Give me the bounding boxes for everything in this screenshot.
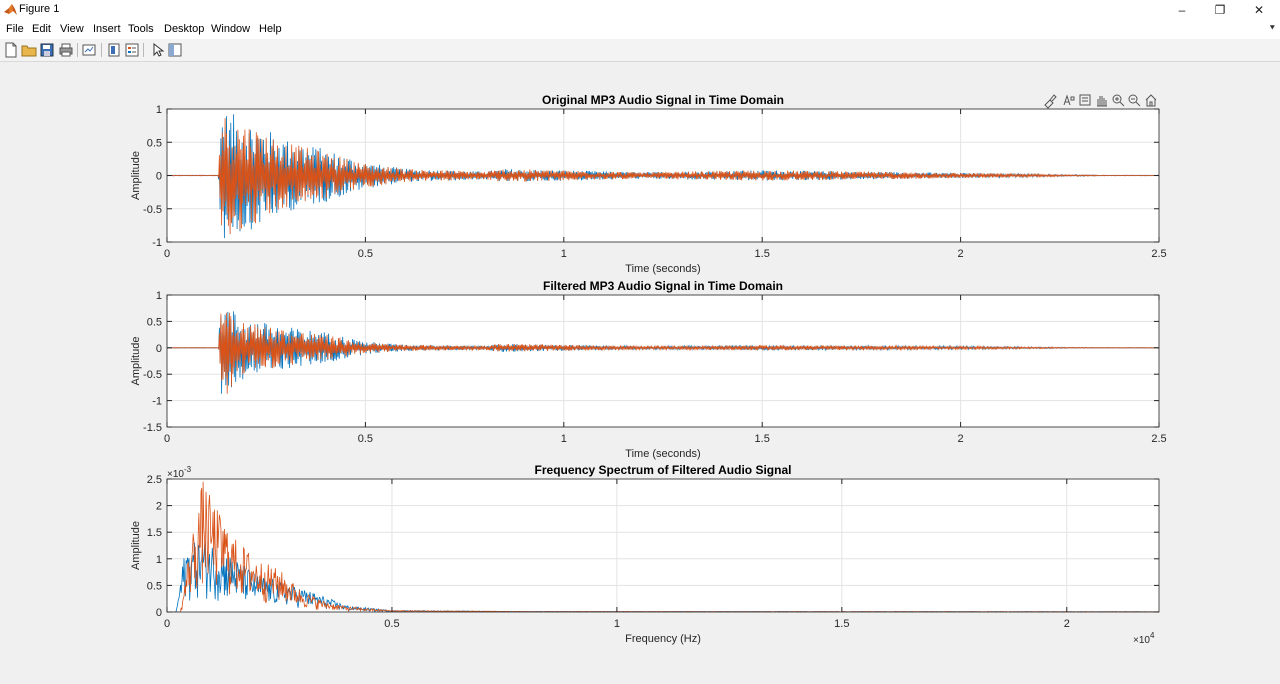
y-tick-label: -1: [152, 237, 162, 249]
x-tick-label: 2: [958, 433, 964, 445]
y-tick-label: 0.5: [147, 580, 162, 592]
x-tick-label: 0: [164, 248, 170, 260]
edit-plot-icon[interactable]: [149, 42, 165, 58]
new-figure-icon[interactable]: [3, 42, 19, 58]
property-inspector-icon[interactable]: [167, 42, 183, 58]
y-tick-label: 0.5: [147, 316, 162, 328]
chevron-down-icon[interactable]: ⯆: [1268, 23, 1276, 33]
y-tick-label: 0: [156, 607, 162, 619]
window-title: Figure 1: [19, 3, 60, 15]
y-axis-label: Amplitude: [130, 151, 142, 200]
chart-title: Filtered MP3 Audio Signal in Time Domain: [543, 279, 783, 293]
toolbar-separator: [77, 43, 78, 57]
figure-toolbar: [0, 39, 1280, 62]
toolbar-separator: [101, 43, 102, 57]
x-tick-label: 1.5: [755, 433, 770, 445]
y-exponent-power: -3: [184, 465, 192, 474]
zoom-in-icon[interactable]: [1111, 93, 1125, 107]
axes-1[interactable]: [166, 108, 1160, 243]
x-tick-label: 1: [614, 618, 620, 630]
y-tick-label: 0.5: [147, 137, 162, 149]
maximize-button[interactable]: ❐: [1214, 3, 1226, 17]
close-button[interactable]: ✕: [1253, 3, 1265, 17]
y-axis-label: Amplitude: [130, 521, 142, 570]
menu-bar: File Edit View Insert Tools Desktop Wind…: [0, 20, 1280, 39]
figure-canvas: 0 0.5 1 1.5 2 2.5 -1 -0.5 0 0.5 1 Original MP3 Audi…: [0, 62, 1280, 679]
matlab-logo-icon: [4, 4, 17, 15]
x-axis-label: Time (seconds): [625, 448, 700, 460]
axes-background: [167, 479, 1159, 612]
series-2-line: [167, 118, 1159, 235]
y-tick-label: -1.5: [143, 422, 162, 434]
axes-toolbar: [1043, 93, 1158, 109]
zoom-out-icon[interactable]: [1127, 93, 1141, 107]
y-tick-label: 1: [156, 290, 162, 302]
data-tips-icon[interactable]: [1061, 93, 1075, 107]
y-tick-label: 1: [156, 554, 162, 566]
x-tick-label: 0.5: [384, 618, 399, 630]
series-2-line: [167, 312, 1159, 394]
menu-edit[interactable]: Edit: [32, 23, 51, 35]
menu-insert[interactable]: Insert: [93, 23, 121, 35]
chart-title: Original MP3 Audio Signal in Time Domain: [542, 93, 784, 107]
x-tick-label: 2: [1064, 618, 1070, 630]
axes-background: [167, 295, 1159, 427]
toolbar-separator: [143, 43, 144, 57]
menu-file[interactable]: File: [6, 23, 24, 35]
pan-icon[interactable]: [1094, 93, 1108, 107]
x-exponent-power: 4: [1150, 631, 1155, 640]
x-tick-label: 1.5: [755, 248, 770, 260]
y-tick-label: 1: [156, 104, 162, 116]
x-exponent-base: ×10: [1133, 635, 1150, 646]
x-tick-label: 2.5: [1151, 248, 1166, 260]
x-tick-label: 0: [164, 433, 170, 445]
y-tick-label: 0: [156, 343, 162, 355]
x-tick-label: 1.5: [834, 618, 849, 630]
insert-colorbar-icon[interactable]: [106, 42, 122, 58]
x-tick-label: 2: [958, 248, 964, 260]
chart-title: Frequency Spectrum of Filtered Audio Sig…: [535, 463, 792, 477]
menu-window[interactable]: Window: [211, 23, 251, 35]
link-plot-icon[interactable]: [81, 42, 97, 58]
insert-legend-icon[interactable]: [124, 42, 140, 58]
y-exponent-label: ×10-3: [167, 465, 192, 480]
x-exponent-label: ×104: [1133, 631, 1155, 646]
y-axis-label: Amplitude: [130, 337, 142, 386]
brush-icon[interactable]: [1043, 93, 1057, 109]
x-tick-label: 0.5: [358, 248, 373, 260]
x-tick-label: 1: [561, 248, 567, 260]
x-tick-label: 0: [164, 618, 170, 630]
menu-tools[interactable]: Tools: [128, 23, 154, 35]
axes-3[interactable]: [166, 478, 1160, 613]
print-figure-icon[interactable]: [58, 42, 74, 58]
x-axis-label: Frequency (Hz): [625, 633, 701, 645]
axes-box: [166, 294, 1160, 428]
axes-box: [166, 478, 1160, 613]
y-tick-label: -1: [152, 396, 162, 408]
x-tick-label: 2.5: [1151, 433, 1166, 445]
menu-desktop[interactable]: Desktop: [164, 23, 205, 35]
open-file-icon[interactable]: [21, 42, 37, 58]
axes-2[interactable]: [166, 294, 1160, 428]
y-exponent-base: ×10: [167, 469, 184, 480]
y-tick-label: 2: [156, 501, 162, 513]
y-tick-label: -0.5: [143, 204, 162, 216]
menu-view[interactable]: View: [60, 23, 84, 35]
export-icon[interactable]: [1078, 93, 1092, 107]
x-tick-label: 0.5: [358, 433, 373, 445]
y-tick-label: 0: [156, 171, 162, 183]
y-tick-label: 1.5: [147, 527, 162, 539]
y-tick-label: -0.5: [143, 369, 162, 381]
x-tick-label: 1: [561, 433, 567, 445]
y-tick-label: 2.5: [147, 474, 162, 486]
restore-view-icon[interactable]: [1144, 93, 1158, 107]
save-figure-icon[interactable]: [39, 42, 55, 58]
plot-canvas: 0 0.5 1 1.5 2 2.5 -1 -0.5 0 0.5 1 Original MP3 Audi…: [130, 93, 1167, 646]
menu-help[interactable]: Help: [259, 23, 282, 35]
minimize-button[interactable]: –: [1178, 3, 1186, 17]
x-axis-label: Time (seconds): [625, 263, 700, 275]
title-bar: Figure 1 – ❐ ✕: [0, 0, 1280, 20]
